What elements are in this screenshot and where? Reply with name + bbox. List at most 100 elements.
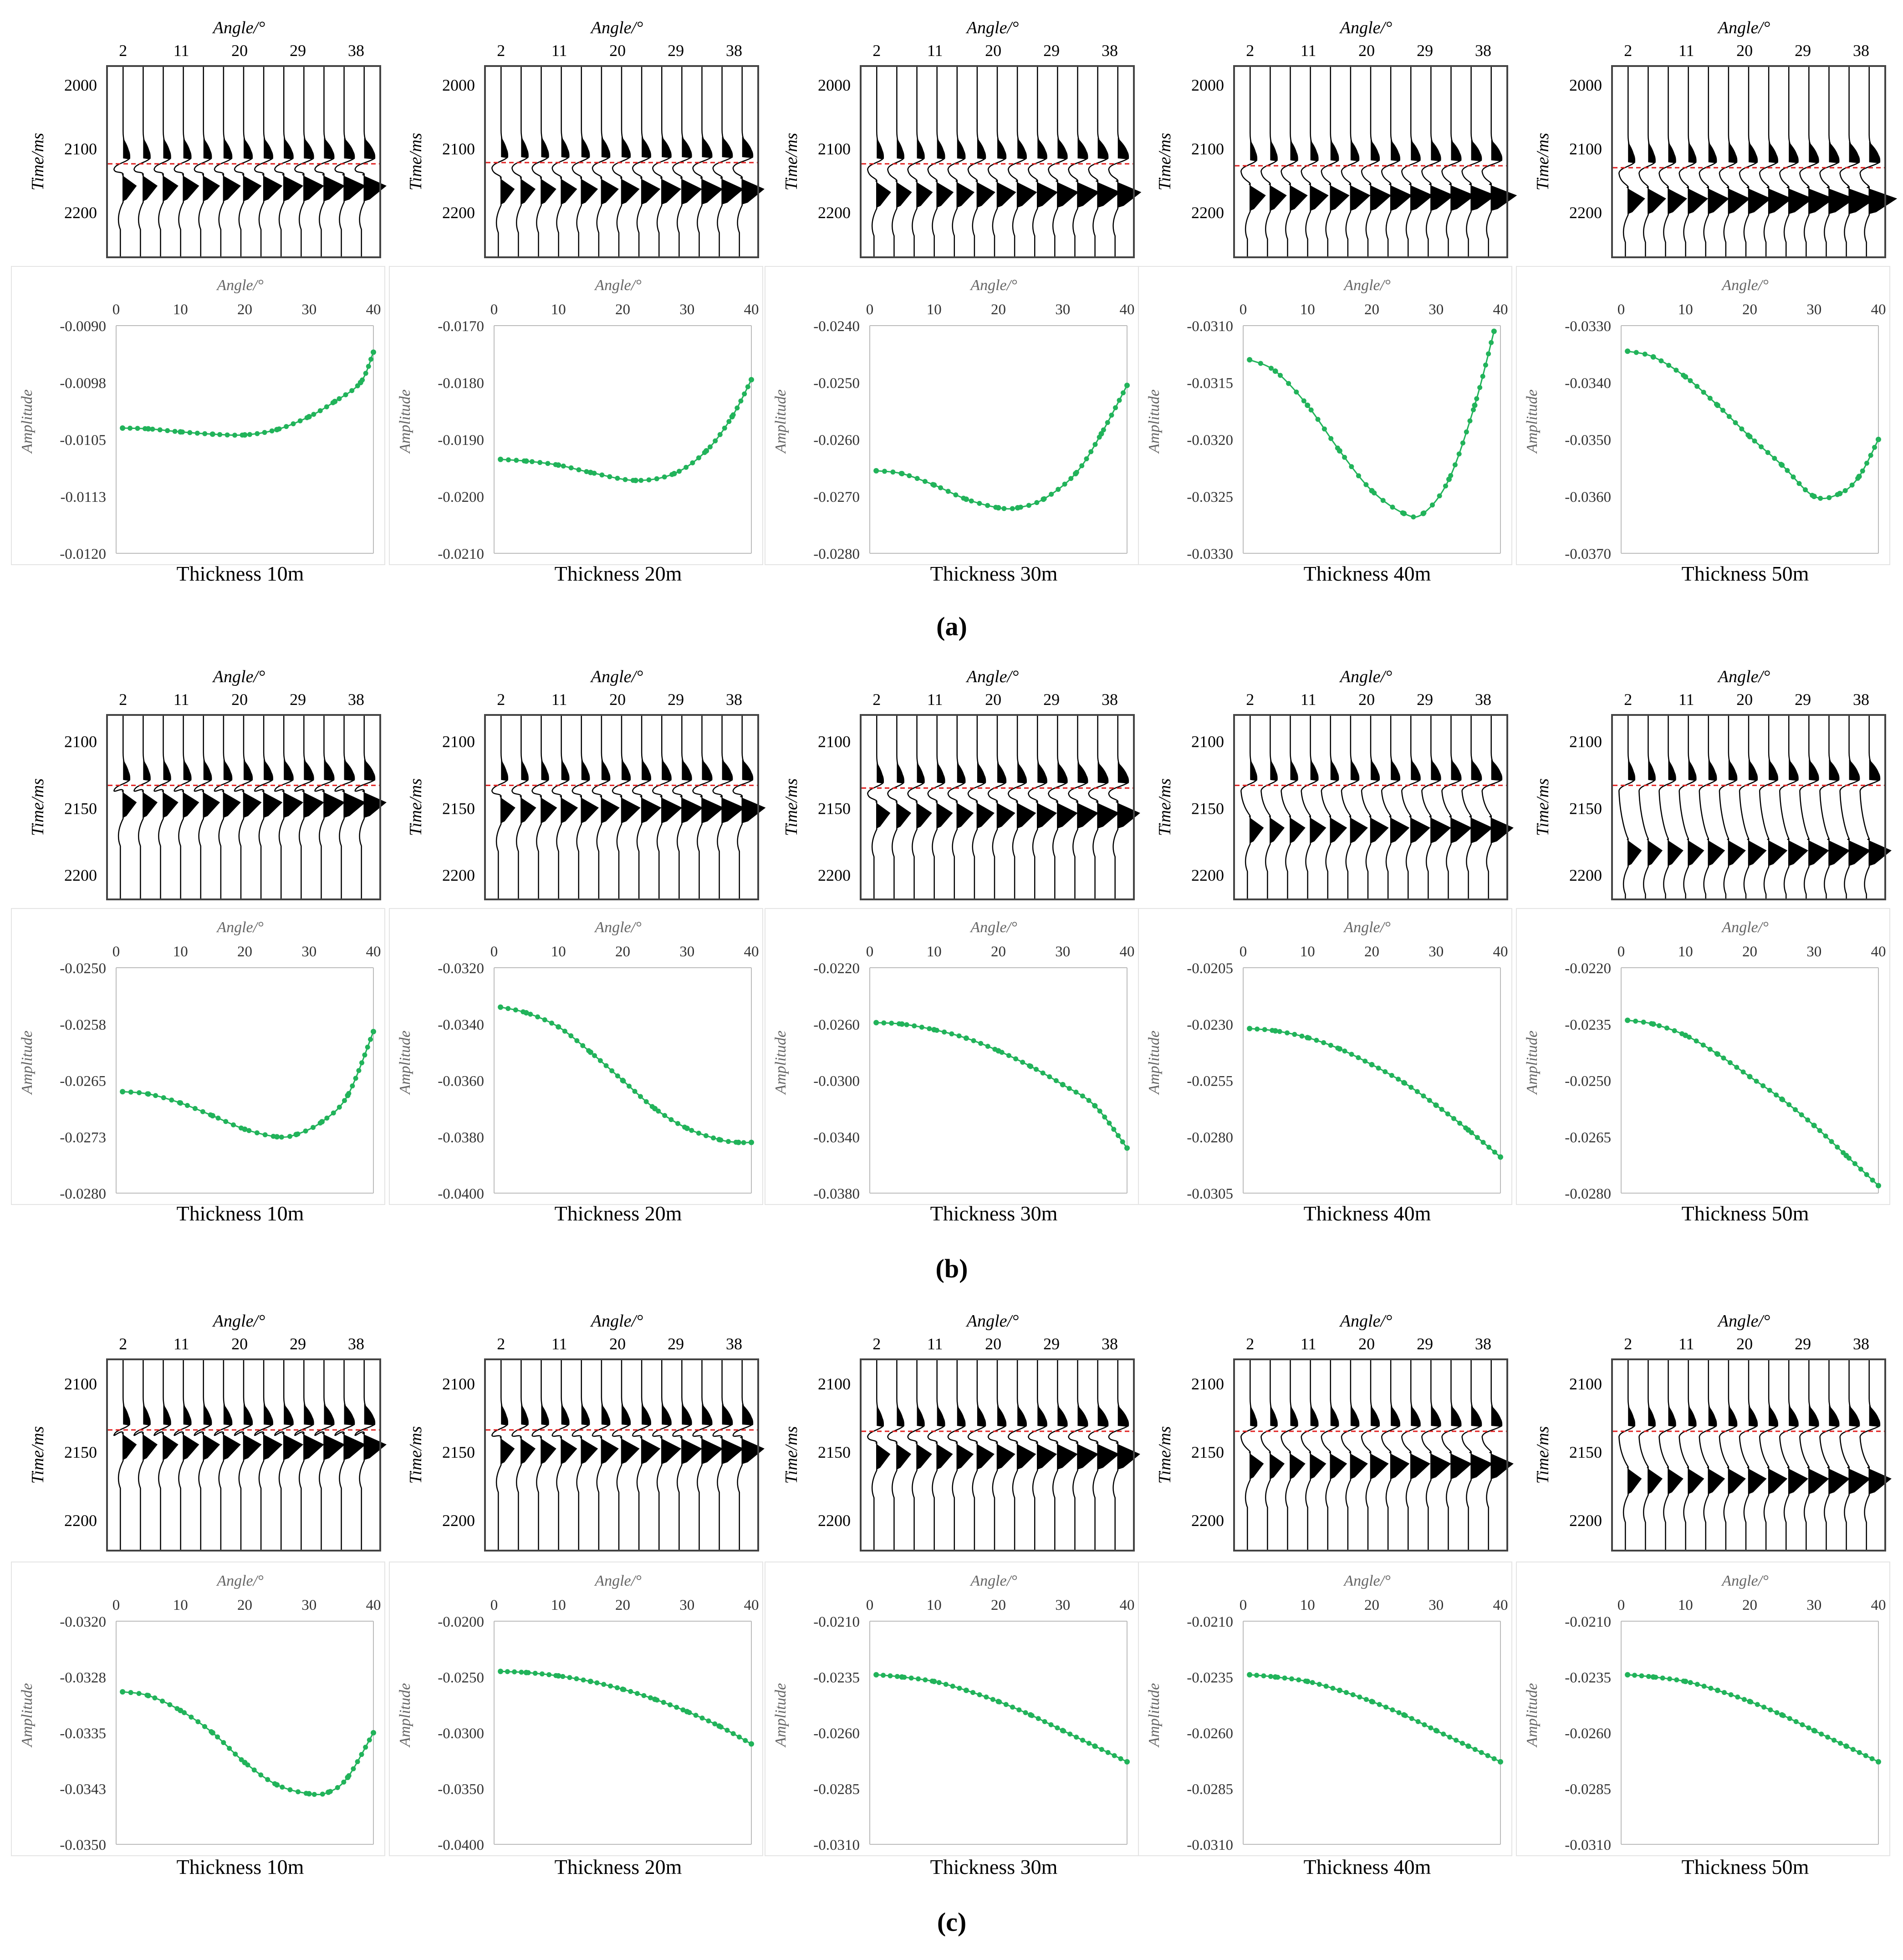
avo-curve-point: [977, 1692, 982, 1697]
avo-curve-point: [568, 1033, 574, 1039]
curve-y-tick: -0.0320: [60, 1614, 106, 1630]
wiggle-trace: [1819, 1360, 1840, 1550]
gather-angle-tick: 2: [497, 41, 505, 60]
avo-curve-point: [366, 363, 371, 369]
gather-panel: 2 11 20 29 38 Angle/° 2000 2100 2200 Time/ms: [406, 18, 765, 258]
avo-curve-line: [1627, 1020, 1879, 1186]
gather-panel: 2 11 20 29 38 Angle/° 2100 2150 2200 Time/ms: [1533, 667, 1892, 900]
avo-curve-point: [362, 1052, 367, 1058]
wiggle-peak-base: [162, 1432, 179, 1460]
curve-axis-title: Angle/°: [969, 1572, 1017, 1589]
wiggle-peak-base: [639, 1436, 661, 1464]
curve-y-tick: -0.0340: [1565, 375, 1611, 392]
avo-curve-point: [1673, 368, 1679, 373]
wiggle-peak-base: [1766, 1466, 1788, 1494]
thickness-title: Thickness 40m: [1304, 562, 1431, 585]
avo-curve-point: [1480, 373, 1485, 379]
wiggle-peak-base: [580, 176, 598, 204]
curve-y-tick: -0.0380: [813, 1186, 860, 1202]
curve-panel-border: [389, 266, 763, 565]
wiggle-trace: [1799, 716, 1819, 898]
wiggle-peak-top: [1849, 142, 1859, 163]
wiggle-peak-base: [579, 795, 599, 823]
wiggle-trace: [1361, 67, 1380, 256]
avo-curve-point: [1099, 1747, 1104, 1752]
avo-curve-point: [1787, 1716, 1792, 1721]
wiggle-peak-top: [344, 1404, 354, 1425]
avo-curve-line: [1249, 1028, 1501, 1158]
wiggle-peak-base: [1847, 1466, 1871, 1494]
avo-curve-point: [535, 1014, 541, 1020]
avo-curve-point: [1066, 1086, 1072, 1091]
wiggle-trace: [1839, 1360, 1860, 1550]
avo-curve-point: [1080, 1737, 1086, 1743]
curve-x-tick: 40: [744, 944, 759, 960]
avo-curve-point: [726, 419, 732, 424]
avo-curve-point: [1068, 476, 1074, 481]
avo-curve-point: [1445, 1111, 1450, 1117]
wiggle-peak-base: [1746, 186, 1771, 214]
curve-x-tick: 30: [1429, 1597, 1444, 1613]
wiggle-peak-top: [1869, 142, 1880, 163]
gather-angle-tick: 11: [173, 1335, 189, 1353]
gather-time-tick: 2100: [818, 733, 851, 751]
wiggle-trace: [1321, 716, 1339, 898]
avo-data-point: [620, 1077, 626, 1083]
curve-panel: -0.0320 -0.0340 -0.0360 -0.0380 -0.0400 0 10 20…: [389, 908, 763, 1225]
curve-x-tick: 20: [615, 944, 630, 960]
wiggle-trace: [113, 67, 130, 256]
gather-axis-title: Angle/°: [965, 18, 1019, 37]
avo-curve-point: [1006, 1053, 1011, 1058]
curve-y-tick: -0.0210: [813, 1614, 860, 1630]
avo-curve-point: [1774, 1092, 1779, 1097]
avo-curve-point: [1868, 453, 1873, 458]
wiggle-trace: [334, 67, 355, 256]
avo-curve-point: [157, 427, 163, 433]
avo-curve-point: [1799, 1112, 1804, 1118]
wiggle-trace: [1381, 1360, 1400, 1550]
avo-curve-line: [876, 1674, 1128, 1763]
wiggle-peak-base: [321, 1432, 345, 1460]
wiggle-peak-top: [1077, 138, 1087, 159]
wiggle-peak-base: [559, 795, 578, 823]
avo-data-point: [1465, 1743, 1471, 1749]
avo-data-point: [749, 377, 754, 383]
curve-panel: -0.0220 -0.0235 -0.0250 -0.0265 -0.0280 0 10 20…: [1516, 908, 1890, 1225]
avo-data-point: [652, 1106, 658, 1112]
gather-time-tick: 2150: [1569, 799, 1602, 817]
wiggle-peak-top: [977, 762, 985, 784]
avo-curve-point: [638, 478, 644, 483]
avo-curve-point: [1415, 1719, 1421, 1725]
wiggle-peak-base: [1309, 815, 1326, 843]
avo-curve-point: [1726, 414, 1732, 419]
wiggle-peak-top: [1471, 759, 1481, 781]
curve-x-tick: 10: [1300, 1597, 1315, 1613]
avo-curve-line: [122, 352, 374, 436]
avo-curve-point: [1285, 1030, 1290, 1036]
avo-curve-point: [1805, 1117, 1811, 1123]
gather-angle-tick: 2: [872, 690, 881, 709]
wiggle-trace: [1281, 716, 1298, 898]
wiggle-peak-base: [1866, 186, 1898, 214]
gather-angle-tick: 38: [1102, 1335, 1118, 1353]
wiggle-peak-top: [561, 759, 569, 781]
avo-curve-point: [561, 463, 566, 469]
curve-x-tick: 30: [1055, 1597, 1070, 1613]
wiggle-trace: [1321, 67, 1339, 256]
curve-ylabel: Amplitude: [1146, 389, 1163, 454]
wiggle-peak-base: [1368, 183, 1392, 211]
avo-curve-point: [957, 1685, 962, 1691]
avo-curve-point: [594, 1680, 600, 1685]
gather-frame: [1233, 714, 1508, 900]
wiggle-peak-top: [521, 759, 528, 781]
gather-time-tick: 2100: [818, 140, 851, 158]
wiggle-peak-base: [875, 1441, 891, 1470]
gather-frame: [1611, 1358, 1886, 1552]
wiggle-trace: [1361, 1360, 1380, 1550]
wiggle-trace: [1301, 716, 1319, 898]
curve-y-tick: -0.0120: [60, 546, 106, 562]
avo-curve-point: [251, 1767, 257, 1773]
avo-curve-point: [1694, 1038, 1699, 1044]
wiggle-peak-top: [1330, 1405, 1338, 1427]
avo-data-point: [684, 1125, 690, 1131]
